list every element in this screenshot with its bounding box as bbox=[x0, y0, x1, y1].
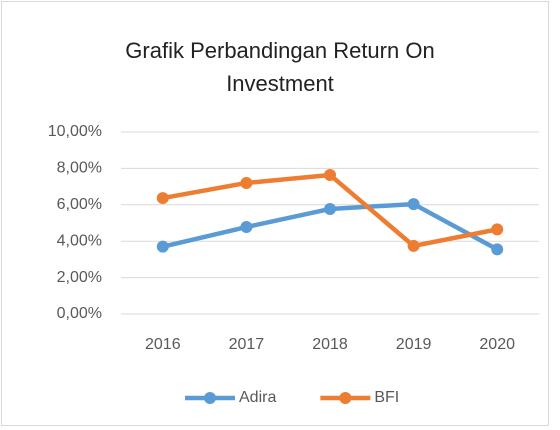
data-point bbox=[407, 198, 420, 211]
x-tick-label: 2019 bbox=[396, 336, 432, 353]
legend-label: BFI bbox=[374, 389, 399, 406]
chart-border bbox=[1, 1, 549, 426]
y-tick-label: 4,00% bbox=[57, 232, 102, 249]
legend-marker bbox=[204, 392, 216, 404]
y-tick-label: 0,00% bbox=[57, 305, 102, 322]
data-point bbox=[407, 239, 420, 252]
legend-marker bbox=[339, 392, 352, 404]
data-point bbox=[240, 176, 253, 189]
chart-title: Grafik Perbandingan Return On Investment bbox=[125, 38, 435, 96]
y-tick-label: 6,00% bbox=[57, 196, 102, 213]
y-tick-label: 2,00% bbox=[57, 269, 102, 286]
data-point bbox=[156, 192, 169, 205]
x-tick-label: 2020 bbox=[479, 336, 515, 353]
x-tick-label: 2017 bbox=[229, 336, 265, 353]
data-point bbox=[240, 221, 253, 234]
data-point bbox=[491, 223, 504, 236]
x-tick-label: 2016 bbox=[145, 336, 181, 353]
data-point bbox=[491, 243, 504, 256]
data-point bbox=[324, 202, 336, 215]
legend-label: Adira bbox=[239, 389, 276, 406]
y-tick-label: 10,00% bbox=[48, 123, 102, 140]
data-point bbox=[324, 168, 336, 181]
data-point bbox=[156, 240, 169, 253]
x-tick-label: 2018 bbox=[312, 336, 348, 353]
y-tick-label: 8,00% bbox=[57, 160, 102, 177]
